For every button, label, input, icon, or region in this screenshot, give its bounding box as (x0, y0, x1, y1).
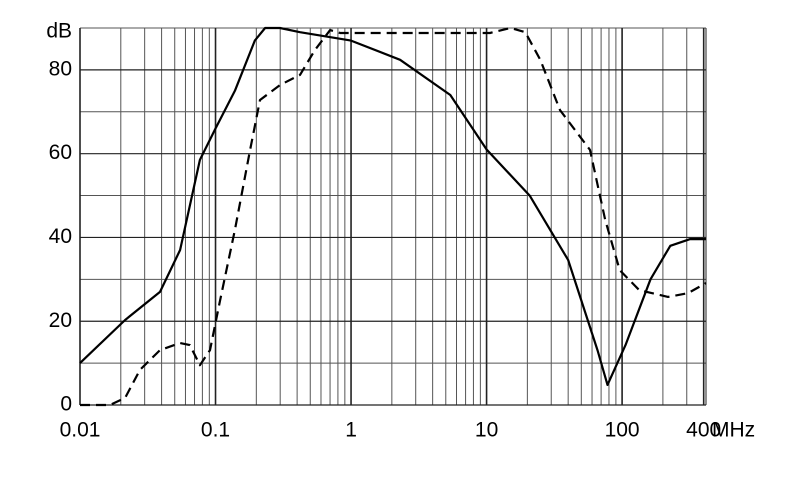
x-tick-label: 100 (605, 419, 640, 442)
x-tick-label: 0.1 (201, 419, 230, 442)
series-line (80, 26, 707, 407)
y-tick-label: 60 (49, 141, 72, 164)
x-axis-label: MHz (712, 419, 755, 442)
x-tick-label: 0.01 (60, 419, 101, 442)
x-tick-label: 10 (475, 419, 498, 442)
series-line (79, 26, 706, 386)
y-tick-label: 20 (49, 309, 72, 332)
y-tick-label: 40 (49, 225, 72, 248)
y-axis-label: dB (46, 20, 72, 43)
x-tick-label: 1 (345, 419, 357, 442)
y-tick-label: 80 (49, 57, 72, 80)
x-tick-label: 400 (686, 419, 721, 442)
y-tick-label: 0 (60, 393, 72, 416)
